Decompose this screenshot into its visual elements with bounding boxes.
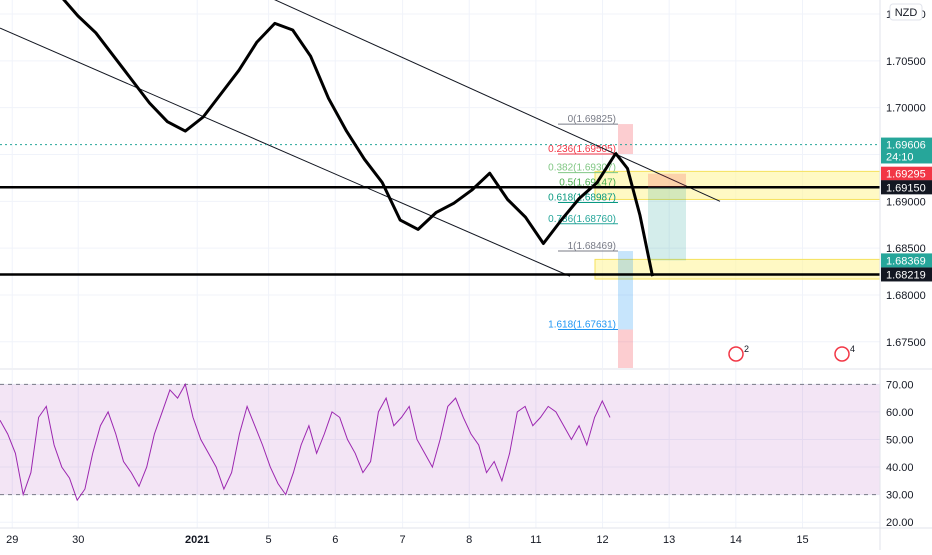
time-tick-label: 6	[332, 534, 338, 546]
fib-level-label: 1.618(1.67631)	[548, 320, 616, 331]
highlight-zone	[594, 170, 881, 200]
price-tick-label: 1.70000	[886, 103, 926, 115]
fib-level-label: 0.236(1.69505)	[548, 144, 616, 155]
channel-lower-line[interactable]	[0, 27, 571, 277]
fib-band	[618, 251, 633, 330]
time-tick-label: 11	[530, 534, 541, 546]
price-tick-label: 1.70500	[886, 56, 926, 68]
time-tick-label: 7	[400, 534, 406, 546]
event-badge-count: 2	[744, 344, 749, 354]
fib-level-label: 0.786(1.68760)	[548, 214, 616, 225]
fib-level-label: 0.382(1.69307)	[548, 163, 616, 174]
price-axis-label-text: 1.68219	[886, 269, 926, 281]
rsi-line	[0, 382, 611, 502]
fib-band	[618, 124, 633, 155]
rsi-tick-label: 70.00	[886, 379, 914, 391]
price-axis-label-text: 1.69295	[886, 169, 926, 181]
rsi-tick-label: 40.00	[886, 462, 914, 474]
position-target-zone[interactable]	[648, 187, 686, 261]
time-tick-label: 29	[6, 534, 18, 546]
time-tick-label: 15	[796, 534, 808, 546]
event-badge-count: 4	[850, 344, 855, 354]
price-tick-label: 1.68000	[886, 290, 926, 302]
price-axis-label-tag[interactable]	[881, 267, 932, 282]
time-tick-label: 8	[466, 534, 472, 546]
price-tick-label: 1.68500	[886, 243, 926, 255]
rsi-tick-label: 20.00	[886, 517, 914, 529]
series-group	[0, 0, 654, 502]
fib-level-label: 1(1.68469)	[568, 241, 616, 252]
price-path	[62, 0, 617, 245]
position-stop-zone[interactable]	[648, 173, 686, 188]
price-axis-label-tag[interactable]	[881, 149, 932, 164]
price-axis-label-tag[interactable]	[881, 137, 932, 152]
channel-upper-line[interactable]	[265, 0, 721, 202]
time-tick-label: 13	[663, 534, 675, 546]
fib-level-label: 0(1.69825)	[568, 114, 616, 125]
currency-badge[interactable]	[889, 3, 923, 21]
time-tick-label: 5	[266, 534, 272, 546]
rsi-tick-label: 50.00	[886, 434, 914, 446]
highlight-zone	[594, 258, 881, 280]
price-tick-label: 1.69000	[886, 196, 926, 208]
grid	[0, 0, 880, 528]
fibonacci-group[interactable]: 0(1.69825) 0.236(1.69505) 0.382(1.69307) 0.…	[548, 114, 633, 368]
projection-path	[613, 151, 654, 277]
price-axis-label-tag[interactable]	[881, 253, 932, 268]
fib-level-label: 0.5(1.69147)	[559, 178, 616, 189]
fib-level-label: 0.618(1.68987)	[548, 193, 616, 204]
event-badge-icon[interactable]	[728, 346, 744, 362]
time-tick-label: 12	[596, 534, 608, 546]
price-axis-label-text: 1.68369	[886, 255, 926, 267]
time-tick-label: 30	[72, 534, 84, 546]
price-tick-label: 1.67500	[886, 337, 926, 349]
price-axis-label-text: 1.69150	[886, 182, 926, 194]
fib-band	[618, 329, 633, 368]
channel-group[interactable]	[0, 0, 721, 277]
price-axis-label-tag[interactable]	[881, 180, 932, 195]
price-axis-label-text: 1.69606	[886, 140, 926, 152]
time-tick-label: 2021	[185, 534, 209, 546]
event-badge-icon[interactable]	[834, 346, 850, 362]
price-axis-label-text: 24:10	[886, 151, 914, 163]
currency-badge-label: NZD	[895, 7, 918, 19]
rsi-tick-label: 60.00	[886, 407, 914, 419]
time-tick-label: 14	[730, 534, 742, 546]
level-group[interactable]	[0, 144, 880, 276]
rsi-tick-label: 30.00	[886, 490, 914, 502]
price-axis-label-tag[interactable]	[881, 166, 932, 181]
